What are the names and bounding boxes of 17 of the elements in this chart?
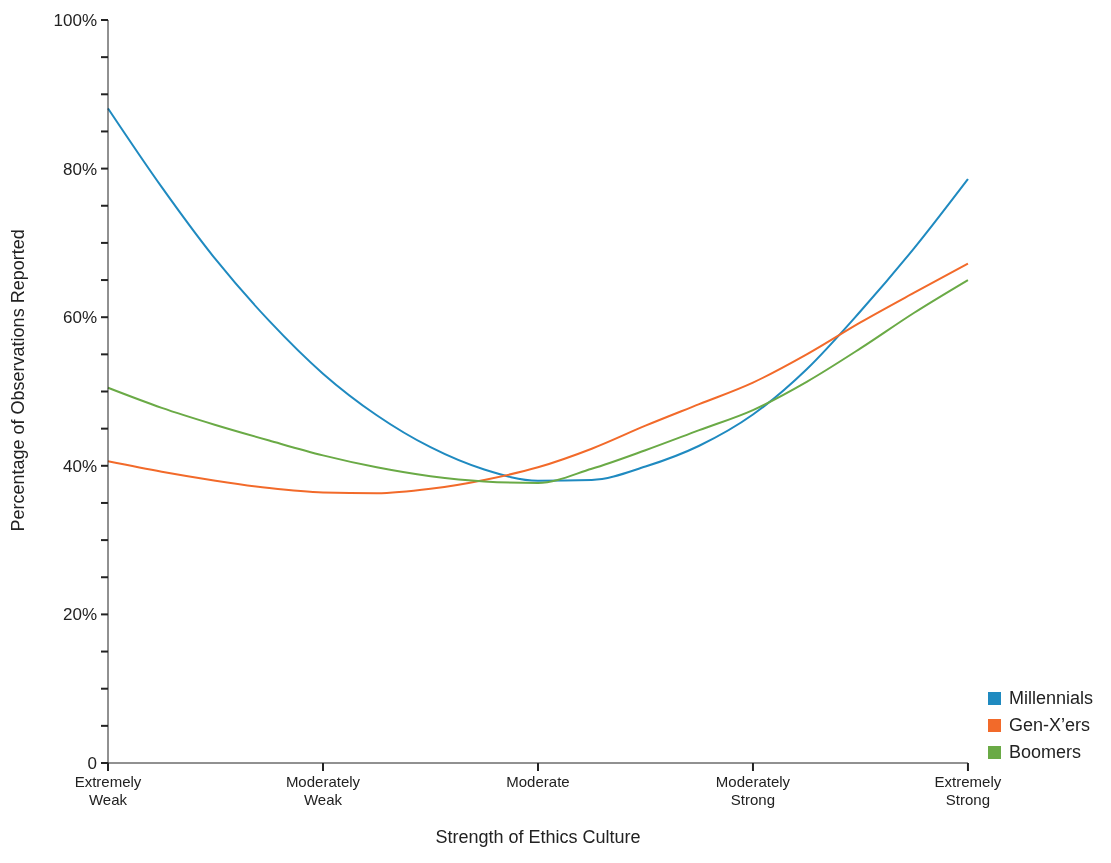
legend-label: Millennials (1008, 688, 1093, 709)
legend-label: Boomers (1008, 742, 1081, 763)
y-tick-label: 60% (62, 308, 97, 328)
x-tick-label: Moderately Weak (285, 773, 361, 808)
x-axis-title: Strength of Ethics Culture (435, 827, 641, 847)
x-tick-label: Extremely Weak (74, 773, 142, 808)
x-tick-label: Moderate (506, 773, 570, 790)
x-tick-label: Extremely Strong (934, 773, 1002, 808)
y-tick-label: 40% (62, 456, 97, 476)
y-tick-label: 100% (53, 11, 97, 30)
y-tick-label: 0 (87, 754, 97, 773)
line-series (107, 107, 969, 482)
y-axis-title: Percentage of Observations Reported (8, 229, 29, 532)
y-tick-label: 20% (62, 605, 97, 625)
legend-label: Gen-X’ers (1008, 715, 1090, 736)
y-tick-label: 80% (62, 159, 97, 179)
x-tick-label: Moderately Strong (715, 773, 791, 808)
